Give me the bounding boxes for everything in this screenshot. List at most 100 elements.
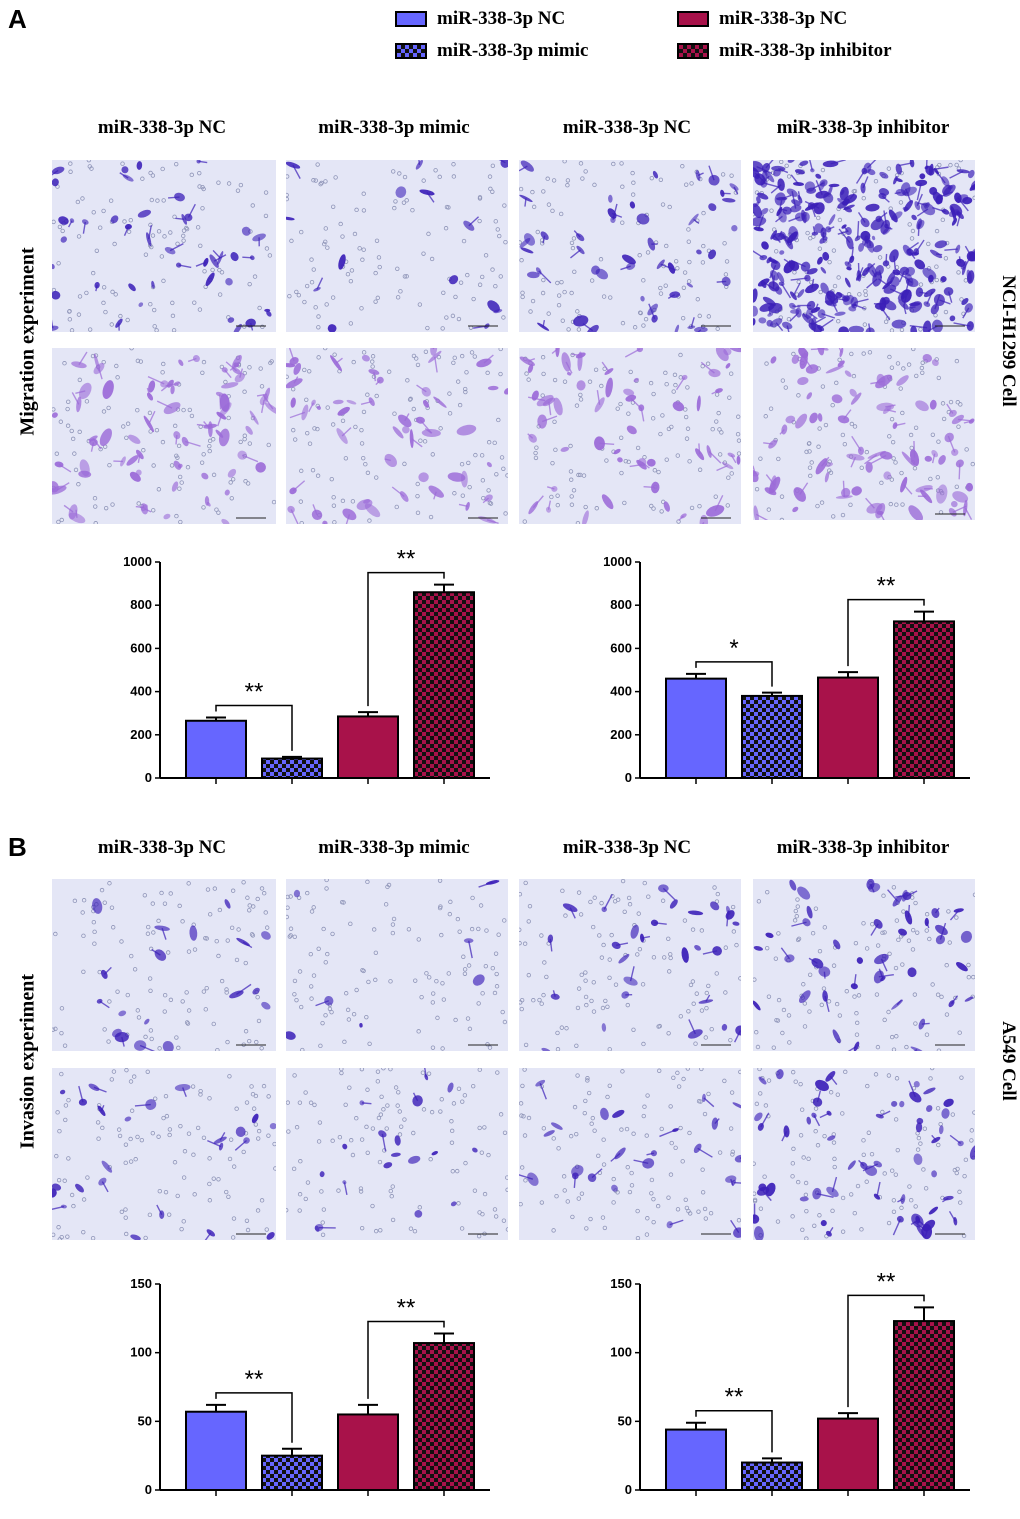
legend-item-mimic: miR-338-3p mimic xyxy=(395,40,588,62)
micrograph xyxy=(519,160,741,332)
y-tick-label: 1000 xyxy=(603,554,632,569)
column-label-a-3: miR-338-3p NC xyxy=(562,117,692,138)
micrograph xyxy=(753,348,975,520)
column-label-b-4: miR-338-3p inhibitor xyxy=(776,837,950,858)
column-label-b-3: miR-338-3p NC xyxy=(562,837,692,858)
significance-bracket xyxy=(695,1409,773,1453)
significance-label: * xyxy=(729,635,738,662)
y-tick-label: 600 xyxy=(610,640,632,655)
bar xyxy=(413,591,475,779)
significance-label: ** xyxy=(397,1294,416,1321)
bar xyxy=(817,676,879,779)
bar-chart-a-right: 0 200 400 600 800 1000 * ** xyxy=(590,548,990,798)
significance-bracket xyxy=(847,598,925,667)
micrograph xyxy=(753,879,975,1051)
micrograph xyxy=(286,348,508,524)
experiment-label-migration: Migration experiment xyxy=(16,247,39,436)
micrograph xyxy=(52,348,276,524)
experiment-label-invasion: Invasion experiment xyxy=(16,974,39,1149)
y-tick-label: 150 xyxy=(610,1276,632,1291)
y-tick-label: 1000 xyxy=(123,554,152,569)
bar xyxy=(185,719,247,779)
legend-item-inhibitor: miR-338-3p inhibitor xyxy=(677,40,892,62)
y-tick-label: 600 xyxy=(130,640,152,655)
bar xyxy=(665,1428,727,1491)
significance-label: ** xyxy=(245,1366,264,1393)
y-tick-label: 100 xyxy=(130,1345,152,1360)
cell-label-nci-h1299: NCI-H1299 Cell xyxy=(998,275,1019,407)
legend-swatch-mimic xyxy=(395,43,427,59)
column-label-a-4: miR-338-3p inhibitor xyxy=(776,117,950,138)
y-tick-label: 0 xyxy=(145,770,152,785)
bar xyxy=(337,715,399,780)
column-label-a-2: miR-338-3p mimic xyxy=(318,117,470,138)
bar xyxy=(261,1454,323,1492)
bar xyxy=(741,694,803,779)
micrograph xyxy=(286,160,508,332)
bar xyxy=(741,1461,803,1492)
bar xyxy=(261,757,323,779)
legend-item-nc-crimson: miR-338-3p NC xyxy=(677,8,847,30)
micrograph xyxy=(753,160,975,332)
y-tick-label: 800 xyxy=(130,597,152,612)
y-tick-label: 200 xyxy=(610,727,632,742)
column-label-b-1: miR-338-3p NC xyxy=(97,837,227,858)
chart-svg: 0 50 100 150 ** ** xyxy=(130,1276,490,1497)
significance-bracket xyxy=(215,1392,293,1443)
y-tick-label: 400 xyxy=(130,684,152,699)
significance-label: ** xyxy=(397,546,416,573)
significance-label: ** xyxy=(245,679,264,706)
significance-label: ** xyxy=(877,1268,896,1295)
y-tick-label: 0 xyxy=(145,1482,152,1497)
legend-swatch-inhibitor xyxy=(677,43,709,59)
micrograph xyxy=(519,879,741,1051)
micrograph xyxy=(52,879,276,1051)
legend-label: miR-338-3p NC xyxy=(437,8,566,29)
y-tick-label: 800 xyxy=(610,597,632,612)
legend-label: miR-338-3p inhibitor xyxy=(719,40,892,61)
y-tick-label: 0 xyxy=(625,1482,632,1497)
legend: miR-338-3p NC miR-338-3p mimic miR-338-3… xyxy=(395,6,995,66)
significance-label: ** xyxy=(877,573,896,600)
bar xyxy=(185,1410,247,1491)
significance-bracket xyxy=(367,1320,445,1399)
y-tick-label: 0 xyxy=(625,770,632,785)
y-tick-label: 150 xyxy=(130,1276,152,1291)
bar xyxy=(665,677,727,779)
column-label-a-1: miR-338-3p NC xyxy=(97,117,227,138)
legend-label: miR-338-3p mimic xyxy=(437,40,589,61)
micrograph xyxy=(52,160,276,332)
significance-bracket xyxy=(847,1294,925,1408)
y-tick-label: 400 xyxy=(610,684,632,699)
y-tick-label: 50 xyxy=(138,1413,152,1428)
legend-swatch-nc-crimson xyxy=(677,11,709,27)
chart-svg: 0 50 100 150 ** ** xyxy=(610,1268,970,1497)
cell-label-a549: A549 Cell xyxy=(998,1021,1019,1101)
bar xyxy=(337,1413,399,1491)
bar xyxy=(893,620,955,780)
bar xyxy=(817,1417,879,1491)
column-label-b-2: miR-338-3p mimic xyxy=(318,837,470,858)
legend-item-nc-blue: miR-338-3p NC xyxy=(395,8,565,30)
bar-chart-a-left: 0 200 400 600 800 1000 ** ** xyxy=(110,546,510,798)
bar-chart-b-left: 0 50 100 150 ** ** xyxy=(110,1270,510,1510)
panel-letter-b: B xyxy=(8,832,27,862)
bar-chart-b-right: 0 50 100 150 ** ** xyxy=(590,1268,990,1510)
micrograph xyxy=(286,879,508,1051)
bar xyxy=(413,1342,475,1492)
legend-label: miR-338-3p NC xyxy=(719,8,848,29)
legend-swatch-nc-blue xyxy=(395,11,427,27)
panel-letter-a: A xyxy=(8,4,27,34)
significance-bracket xyxy=(367,571,445,707)
y-tick-label: 200 xyxy=(130,727,152,742)
y-tick-label: 50 xyxy=(618,1413,632,1428)
micrograph xyxy=(519,348,741,524)
bar xyxy=(893,1320,955,1491)
chart-svg: 0 200 400 600 800 1000 ** ** xyxy=(123,546,490,785)
micrograph xyxy=(519,1068,741,1240)
micrograph xyxy=(52,1068,276,1240)
significance-bracket xyxy=(695,661,773,687)
micrograph xyxy=(286,1068,508,1240)
micrograph xyxy=(753,1068,975,1240)
